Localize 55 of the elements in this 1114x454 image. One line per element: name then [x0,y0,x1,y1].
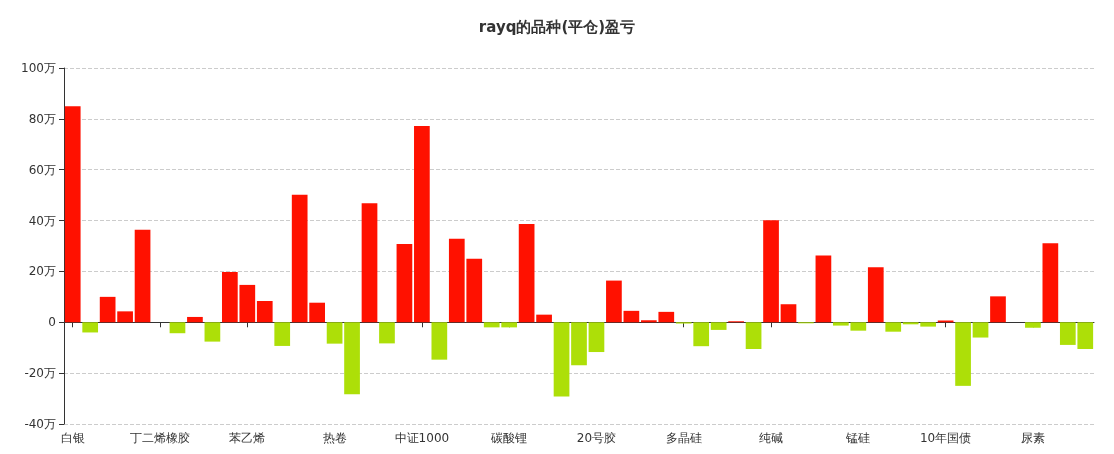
bar [536,314,552,323]
bar [134,229,151,323]
bar [1025,322,1041,328]
bar [710,322,727,330]
bar [745,322,762,349]
bar [64,106,81,323]
bar [955,322,971,386]
y-tick-label: 60万 [28,162,56,177]
x-tick-label: 中证1000 [394,431,450,445]
bar [169,322,186,334]
y-tick-label: 20万 [28,264,56,279]
x-tick-label: 热卷 [322,431,347,445]
bar [274,322,291,346]
bar [553,322,570,397]
bar [326,322,343,344]
x-tick-label: 丁二烯橡胶 [130,431,191,445]
bar [187,316,203,323]
bar [763,220,779,323]
chart-title: rayq的品种(平仓)盈亏 [478,17,636,36]
bar [256,300,273,323]
bar [361,203,378,323]
y-tick-label: -20万 [24,366,56,381]
x-tick-label: 20号胶 [576,431,617,445]
bar [867,267,884,323]
x-tick-label: 白银 [60,431,85,445]
y-tick-label: 80万 [28,111,56,126]
bar [623,310,640,323]
bar [990,296,1006,323]
bar [344,322,360,395]
bar [204,322,221,342]
bar [431,322,448,360]
x-tick-label: 锰硅 [845,431,871,445]
bar [1042,243,1059,323]
x-tick-label: 苯乙烯 [229,431,266,445]
x-tick-label: 尿素 [1020,431,1045,445]
x-tick-label: 10年国债 [919,431,972,445]
bar [780,304,797,323]
bar [588,322,605,353]
y-tick-label: -40万 [24,417,56,431]
bar [815,255,832,323]
bar [606,280,622,323]
bar [396,243,413,323]
x-tick-label: 多晶硅 [665,431,702,445]
bar [82,322,99,333]
bar [379,322,395,344]
y-tick-label: 100万 [21,61,56,75]
y-tick-label: 0 [48,315,56,330]
bar [972,322,989,338]
x-tick-label: 碳酸锂 [490,431,528,445]
y-tick-label: 40万 [28,213,56,228]
bar [414,125,430,323]
bar [518,223,535,323]
bar [571,322,587,366]
x-tick-label: 纯碱 [759,431,784,445]
bar [885,322,902,332]
